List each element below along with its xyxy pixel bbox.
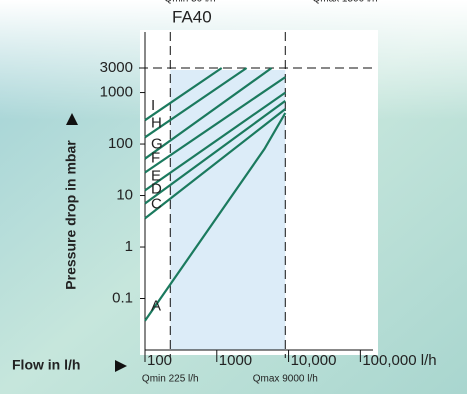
curve-label: G — [151, 136, 163, 153]
x-tick-label: 10,000 — [291, 352, 337, 369]
curve-label: F — [151, 149, 160, 166]
curve-label: C — [151, 195, 162, 212]
curve-label: H — [151, 114, 162, 131]
curve-label: E — [151, 167, 161, 184]
y-arrow — [66, 113, 78, 125]
x-arrow — [115, 360, 127, 372]
curve — [144, 91, 286, 192]
top-note: Qmax 1500 l/h — [312, 0, 377, 5]
y-tick-label: 10 — [116, 187, 133, 204]
chart-title: FA40 — [172, 7, 212, 26]
y-tick-label: 3000 — [100, 59, 133, 76]
curve-label: D — [151, 180, 162, 197]
x-tick-label: 100 — [147, 352, 172, 369]
curve — [144, 67, 223, 122]
curve-label: I — [151, 97, 155, 114]
curve — [144, 67, 248, 139]
limit-label: Qmin 225 l/h — [142, 374, 199, 385]
operating-range — [170, 70, 286, 350]
curve — [144, 112, 287, 322]
curve — [144, 108, 286, 220]
y-axis-label: Pressure drop in mbar — [63, 140, 79, 290]
top-note: Qmin 50 l/h — [164, 0, 215, 5]
y-tick-label: 1 — [125, 238, 133, 255]
x-axis-label: Flow in l/h — [12, 357, 80, 373]
y-tick-label: 100 — [108, 135, 133, 152]
curve — [144, 100, 286, 205]
x-tick-label: 1000 — [219, 352, 252, 369]
curve-label: A — [151, 298, 161, 315]
curve — [144, 67, 273, 160]
y-tick-label: 0.1 — [112, 289, 133, 306]
x-tick-label: 100,000 l/h — [362, 352, 436, 369]
curve — [144, 76, 286, 174]
limit-label: Qmax 9000 l/h — [253, 374, 318, 385]
y-tick-label: 1000 — [100, 84, 133, 101]
